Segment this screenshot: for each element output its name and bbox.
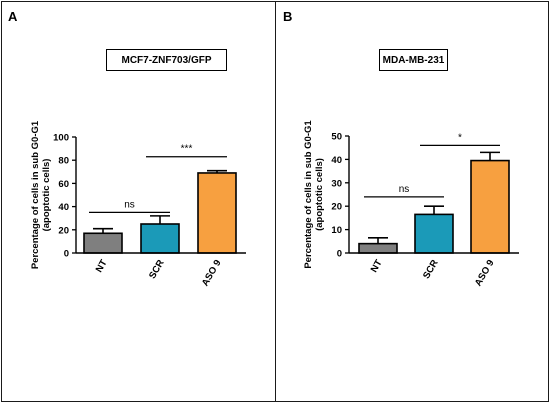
y-axis-label-sub: (apoptotic cells)	[41, 159, 52, 232]
panel-b-letter: B	[283, 9, 293, 24]
y-tick-label: 40	[331, 155, 342, 166]
significance-label: *	[458, 132, 462, 143]
y-axis-label-sub: (apoptotic cells)	[314, 158, 325, 231]
x-tick-label: NT	[369, 258, 385, 275]
bar-aso-9	[470, 159, 510, 254]
y-tick-label: 20	[58, 225, 69, 236]
y-tick-label: 0	[337, 249, 342, 260]
y-tick-label: 50	[331, 132, 342, 143]
x-tick-label: ASO 9	[200, 258, 224, 288]
y-tick-label: 80	[58, 156, 69, 167]
panel-a-title-box: MCF7-ZNF703/GFP	[106, 49, 227, 71]
y-tick-label: 20	[331, 202, 342, 213]
x-tick-label: SCR	[147, 258, 167, 281]
panel-b-frame	[275, 1, 549, 402]
bar-scr	[140, 223, 180, 254]
y-tick-label: 0	[64, 249, 69, 260]
significance-label: ns	[399, 184, 410, 195]
significance-label: ***	[181, 144, 193, 155]
y-tick-label: 100	[53, 133, 69, 144]
panel-a-letter: A	[8, 9, 18, 24]
y-tick-label: 60	[58, 179, 69, 190]
bar-nt	[83, 232, 123, 254]
y-tick-label: 30	[331, 178, 342, 189]
significance-label: ns	[124, 199, 135, 210]
chart-b: Percentage of cells in sub G0-G1 (apoptot…	[303, 120, 519, 288]
y-tick-label: 10	[331, 225, 342, 236]
x-tick-label: SCR	[421, 258, 441, 281]
x-tick-label: NT	[94, 258, 110, 275]
y-tick-label: 40	[58, 202, 69, 213]
y-axis-label: Percentage of cells in sub G0-G1	[303, 120, 314, 269]
chart-a: Percentage of cells in sub G0-G1 (apoptot…	[30, 120, 246, 288]
bar-aso-9	[197, 172, 237, 254]
x-tick-label: ASO 9	[473, 258, 497, 288]
bar-scr	[414, 213, 454, 254]
panel-b-title-box: MDA-MB-231	[379, 49, 448, 71]
bar-nt	[358, 242, 398, 254]
y-axis-label: Percentage of cells in sub G0-G1	[30, 120, 41, 269]
